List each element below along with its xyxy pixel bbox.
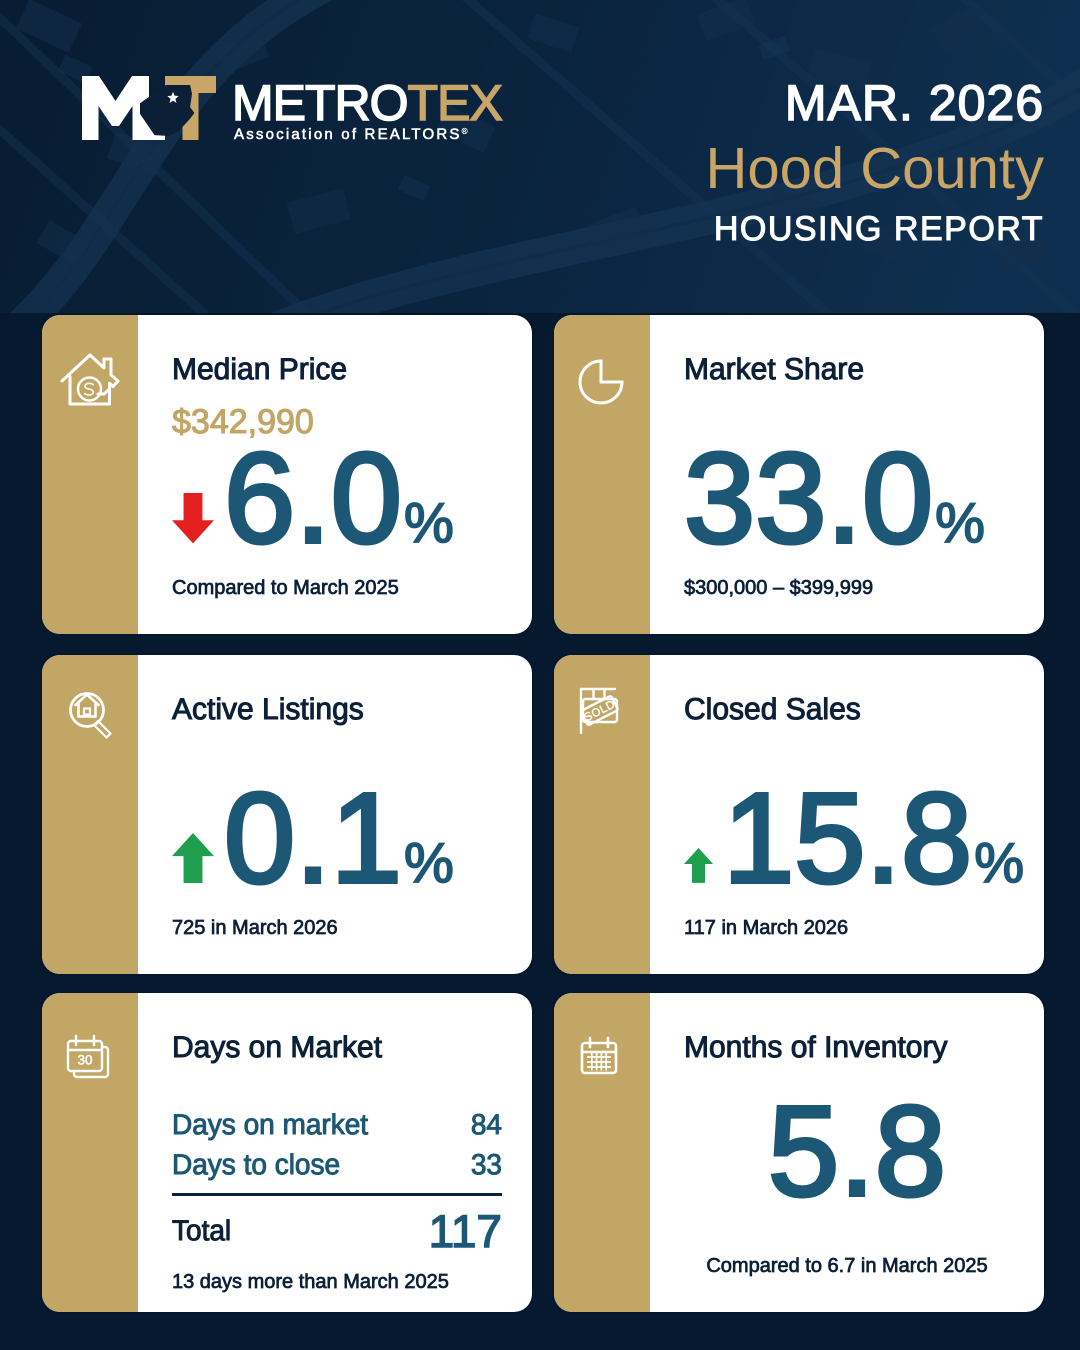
svg-text:30: 30 — [77, 1053, 93, 1068]
svg-text:Association of REALTORS®: Association of REALTORS® — [233, 126, 470, 143]
svg-text:METROTEX: METROTEX — [232, 76, 503, 131]
